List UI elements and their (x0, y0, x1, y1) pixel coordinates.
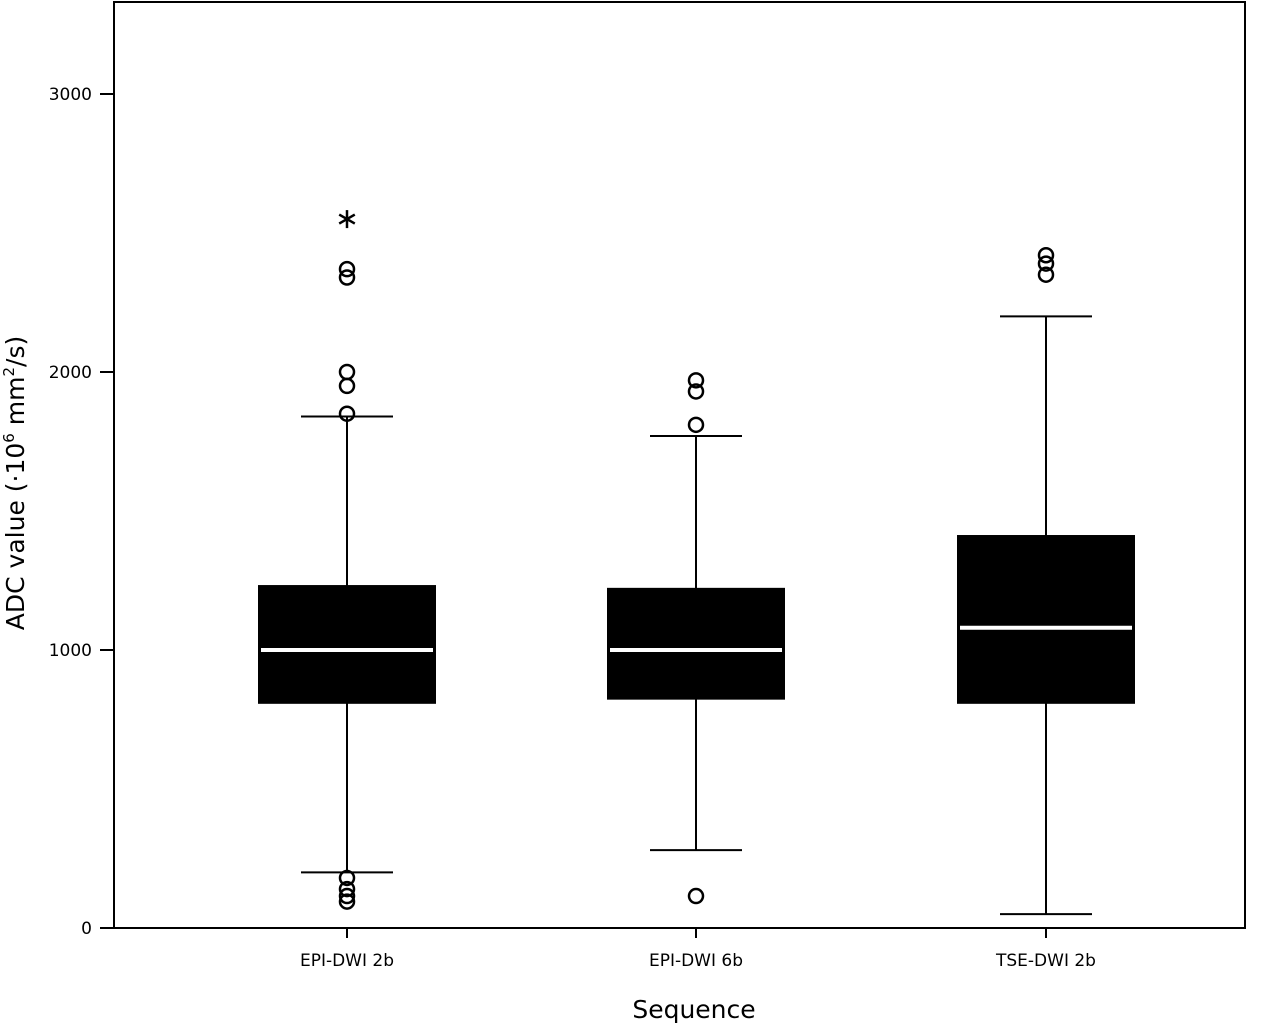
y-axis: 0 1000 2000 3000 (49, 85, 114, 939)
plot-frame (113, 1, 1246, 929)
box-group-1 (607, 372, 785, 905)
x-tick-label-2: TSE-DWI 2b (995, 951, 1096, 971)
outlier-1-2 (687, 383, 705, 400)
y-axis-title: ADC value (·106 mm2/s) (0, 336, 30, 630)
boxes (258, 210, 1135, 916)
y-axis-title-middle: mm (1, 377, 30, 434)
outlier-1-3 (687, 372, 705, 389)
y-axis-title-suffix: /s) (1, 336, 30, 367)
box-group-2 (957, 246, 1135, 916)
outlier-0-0 (338, 893, 356, 910)
y-axis-title-sup2: 2 (0, 367, 18, 377)
box-2 (957, 535, 1135, 704)
outlier-0-4 (338, 405, 356, 422)
outlier-0-5 (338, 377, 356, 395)
y-tick-label-0: 0 (81, 919, 92, 939)
outlier-0-2 (338, 880, 356, 898)
x-tick-label-0: EPI-DWI 2b (300, 951, 394, 971)
outlier-0-8 (338, 260, 356, 278)
extreme-0-0 (338, 210, 356, 229)
box-0 (258, 585, 436, 704)
y-axis-title-prefix: ADC value (·10 (1, 443, 30, 631)
x-tick-label-1: EPI-DWI 6b (649, 951, 743, 971)
box-1 (607, 587, 785, 700)
box-group-0 (258, 210, 436, 910)
x-axis-title: Sequence (632, 995, 755, 1024)
outlier-2-2 (1037, 246, 1055, 264)
y-axis-title-sup1: 6 (0, 433, 18, 443)
outlier-1-1 (687, 416, 705, 434)
outlier-0-6 (338, 363, 356, 381)
outlier-1-0 (687, 887, 705, 905)
outlier-2-0 (1037, 266, 1055, 283)
x-axis: EPI-DWI 2b EPI-DWI 6b TSE-DWI 2b (300, 928, 1096, 971)
y-tick-label-3: 3000 (49, 85, 92, 105)
outlier-2-1 (1037, 255, 1055, 272)
outlier-0-7 (338, 269, 356, 286)
y-tick-label-1: 1000 (49, 641, 92, 661)
outlier-0-1 (338, 887, 356, 905)
outlier-0-3 (338, 869, 356, 887)
y-tick-label-2: 2000 (49, 363, 92, 383)
